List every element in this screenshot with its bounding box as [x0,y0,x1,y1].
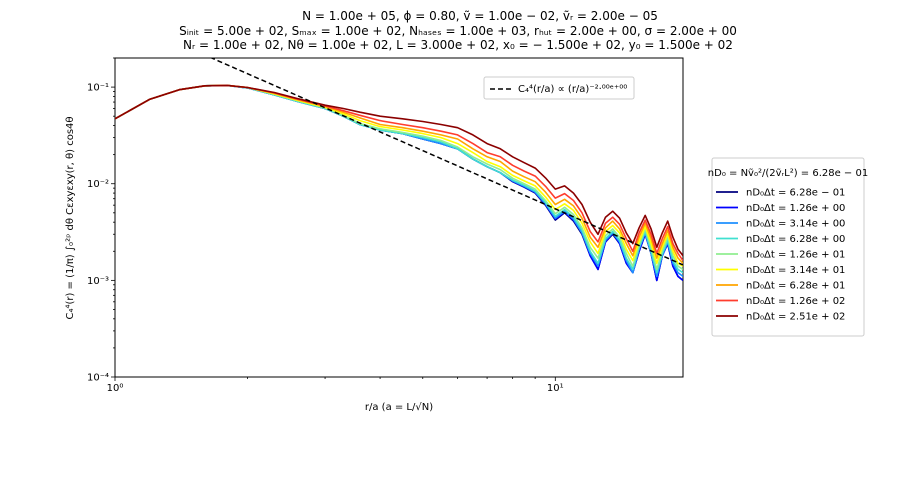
series-line-6 [115,84,683,267]
series-legend-title: nD₀ = Nṽ₀²/(2ṽᵣL²) = 6.28e − 01 [708,168,868,179]
series-legend: nD₀ = Nṽ₀²/(2ṽᵣL²) = 6.28e − 01 nD₀Δt = … [708,157,868,337]
series-line-9 [115,84,683,257]
series-line-4 [115,84,683,274]
plot-frame [114,57,684,378]
y-tick-label: 10⁻² [87,179,109,190]
legend-label-7: nD₀Δt = 6.28e + 01 [746,281,845,292]
legend-label-4: nD₀Δt = 6.28e + 00 [746,234,845,245]
x-tick-label: 10⁰ [107,383,124,394]
plot-area: 10⁰ 10¹ 10⁻¹ 10⁻² 10⁻³ 10⁻⁴ [87,57,684,394]
series-line-1 [115,84,683,282]
legend-label-3: nD₀Δt = 3.14e + 00 [746,219,845,230]
x-tick-label: 10¹ [547,383,564,394]
legend-entries: nD₀Δt = 6.28e − 01 nD₀Δt = 1.26e + 00 nD₀Δ… [716,188,845,323]
reference-line [209,58,683,266]
reference-line-layer [209,58,683,266]
tick-layer: 10⁰ 10¹ 10⁻¹ 10⁻² 10⁻³ 10⁻⁴ [87,57,564,394]
legend-label-2: nD₀Δt = 1.26e + 00 [746,203,845,214]
legend-label-5: nD₀Δt = 1.26e + 01 [746,250,845,261]
legend-label-6: nD₀Δt = 3.14e + 01 [746,265,845,276]
legend-label-1: nD₀Δt = 6.28e − 01 [746,188,845,199]
series-layer [115,84,683,282]
legend-label-9: nD₀Δt = 2.51e + 02 [746,312,845,323]
header-line-1: N = 1.00e + 05, ϕ = 0.80, ṽ = 1.00e − 02… [302,9,658,23]
y-axis-label: C₄⁴(r) = (1/π) ∫₀²ᵖ dθ Cεxyεxy(r, θ) cos… [65,116,76,319]
y-tick-label: 10⁻³ [87,276,109,287]
legend-label-8: nD₀Δt = 1.26e + 02 [746,296,845,307]
series-line-2 [115,84,683,282]
header-line-2: Sᵢₙᵢₜ = 5.00e + 02, Sₘₐₓ = 1.00e + 02, N… [179,24,737,38]
reference-legend-box [483,76,635,100]
reference-legend: C₄⁴(r/a) ∝ (r/a)⁻²·⁰⁰ᵉ⁺⁰⁰ [483,76,635,100]
x-axis-label: r/a (a = L/√N) [365,402,433,413]
series-legend-box [711,157,865,337]
y-tick-label: 10⁻¹ [87,83,109,94]
series-line-7 [115,84,683,264]
reference-legend-label: C₄⁴(r/a) ∝ (r/a)⁻²·⁰⁰ᵉ⁺⁰⁰ [518,84,627,95]
y-tick-label: 10⁻⁴ [87,373,109,384]
header-line-3: Nᵣ = 1.00e + 02, Nθ = 1.00e + 02, L = 3.… [183,38,733,52]
